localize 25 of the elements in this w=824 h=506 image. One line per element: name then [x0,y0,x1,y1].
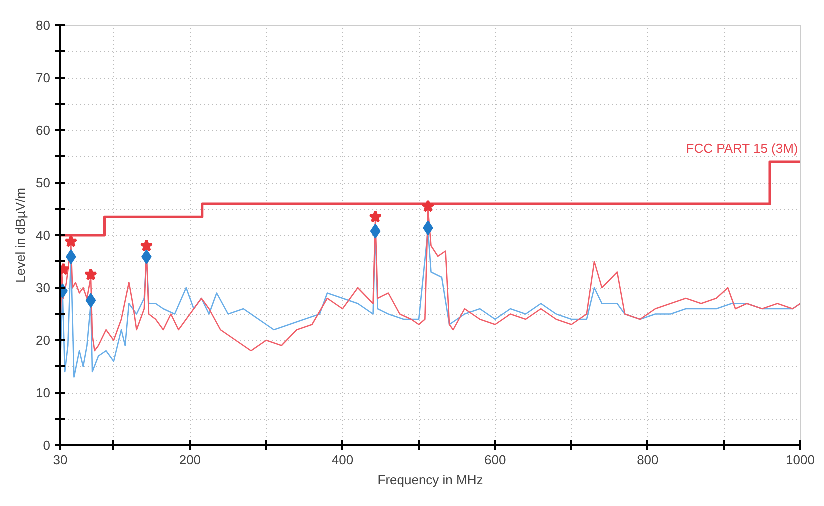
y-tick-label: 40 [36,228,51,243]
point [370,224,381,239]
x-tick-label: 200 [179,452,202,468]
point [369,210,382,223]
point [84,268,98,281]
y-tick-label: 0 [43,438,51,453]
y-tick-label: 60 [36,123,51,138]
x-tick-label: 1000 [786,452,815,468]
y-tick-label: 80 [36,18,51,33]
x-axis-title: Frequency in MHz [378,472,484,488]
y-tick-label: 20 [36,333,51,348]
point [86,293,96,308]
y-axis-title: Level in dBµV/m [13,188,28,283]
x-tick-label: 800 [637,452,659,468]
y-tick-label: 30 [36,280,51,296]
point [140,239,154,252]
y-tick-label: 70 [36,70,51,86]
series-label: FCC PART 15 (3M) [686,141,798,156]
point [422,200,435,212]
y-tick-label: 50 [36,176,51,190]
point [64,235,78,248]
x-tick-label: 600 [484,452,506,468]
x-tick-label: 30 [53,452,68,468]
x-tick-label: 400 [332,452,354,468]
y-tick-label: 10 [36,386,51,400]
